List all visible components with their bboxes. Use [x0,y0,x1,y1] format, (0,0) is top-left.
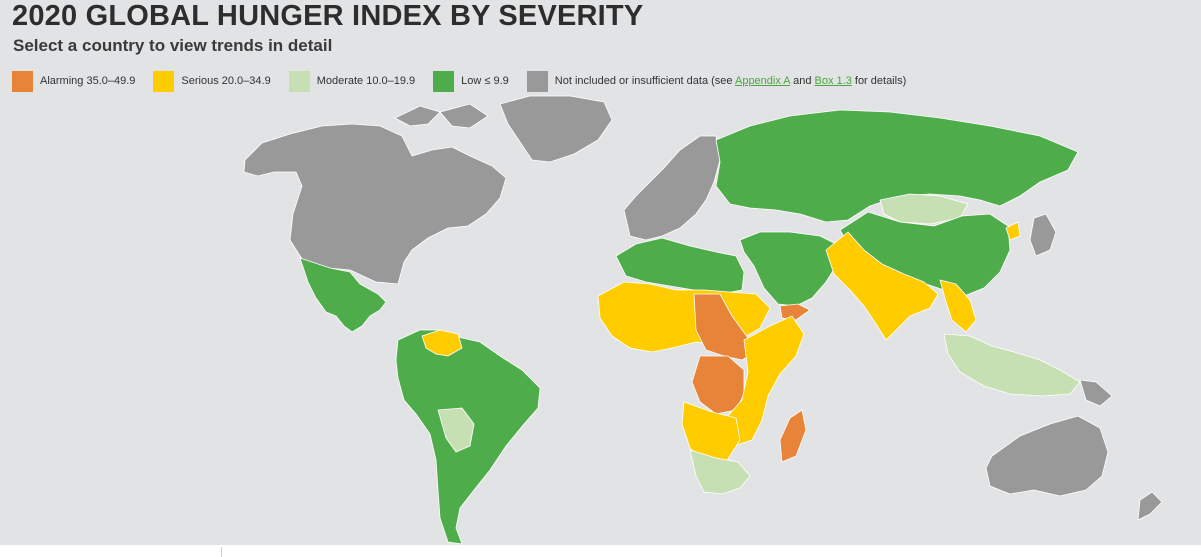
region-mexico-central-america[interactable] [299,257,387,333]
region-japan[interactable] [1029,213,1057,257]
region-greenland[interactable] [499,95,613,163]
legend-item-not-included: Not included or insufficient data (see A… [526,70,906,92]
region-russia-central-asia[interactable] [715,109,1079,223]
region-mainland-se-asia[interactable] [939,279,977,333]
page-subtitle: Select a country to view trends in detai… [13,36,333,55]
legend-label-serious: Serious 20.0–34.9 [181,75,271,87]
region-arctic-islands[interactable] [394,103,489,129]
legend-not-included-suffix: for details) [851,75,907,87]
region-south-asia[interactable] [825,231,939,341]
legend-not-included-prefix: Not included or insufficient data (see [554,75,735,87]
legend-swatch-moderate [288,70,310,92]
legend-item-moderate: Moderate 10.0–19.9 [288,70,416,92]
region-new-zealand[interactable] [1137,491,1163,521]
legend-swatch-serious [153,70,175,92]
legend-label-low: Low ≤ 9.9 [461,75,509,87]
legend-item-alarming: Alarming 35.0–49.9 [12,70,136,92]
legend-swatch-alarming [12,70,33,92]
region-southeast-asia[interactable] [943,333,1081,397]
region-bolivia-paraguay[interactable] [437,407,475,453]
footer-bar [0,545,1201,557]
region-papua[interactable] [1079,379,1113,407]
legend-swatch-not-included [526,70,548,92]
legend-swatch-low [433,70,455,92]
region-yemen[interactable] [779,303,811,321]
appendix-a-link[interactable]: Appendix A [734,75,791,87]
region-europe[interactable] [623,135,721,241]
world-map [243,95,1163,545]
region-north-america[interactable] [243,123,507,285]
region-middle-east[interactable] [739,231,841,307]
severity-legend: Alarming 35.0–49.9 Serious 20.0–34.9 Mod… [12,70,924,92]
legend-item-low: Low ≤ 9.9 [433,70,509,92]
region-east-africa[interactable] [717,315,805,447]
footer-divider [221,547,222,557]
region-madagascar[interactable] [779,409,807,463]
region-dr-congo[interactable] [691,355,745,415]
region-north-korea[interactable] [1005,221,1021,241]
region-southern-africa[interactable] [689,449,751,495]
legend-not-included-and: and [790,75,815,87]
legend-label-not-included: Not included or insufficient data (see A… [555,75,906,87]
region-north-africa[interactable] [615,237,745,295]
page-title: 2020 GLOBAL HUNGER INDEX BY SEVERITY [12,0,644,32]
legend-label-alarming: Alarming 35.0–49.9 [40,75,136,87]
legend-label-moderate: Moderate 10.0–19.9 [316,75,416,87]
region-australia[interactable] [985,415,1109,497]
box-1-3-link[interactable]: Box 1.3 [814,75,852,87]
legend-item-serious: Serious 20.0–34.9 [153,70,271,92]
region-venezuela[interactable] [421,329,463,357]
